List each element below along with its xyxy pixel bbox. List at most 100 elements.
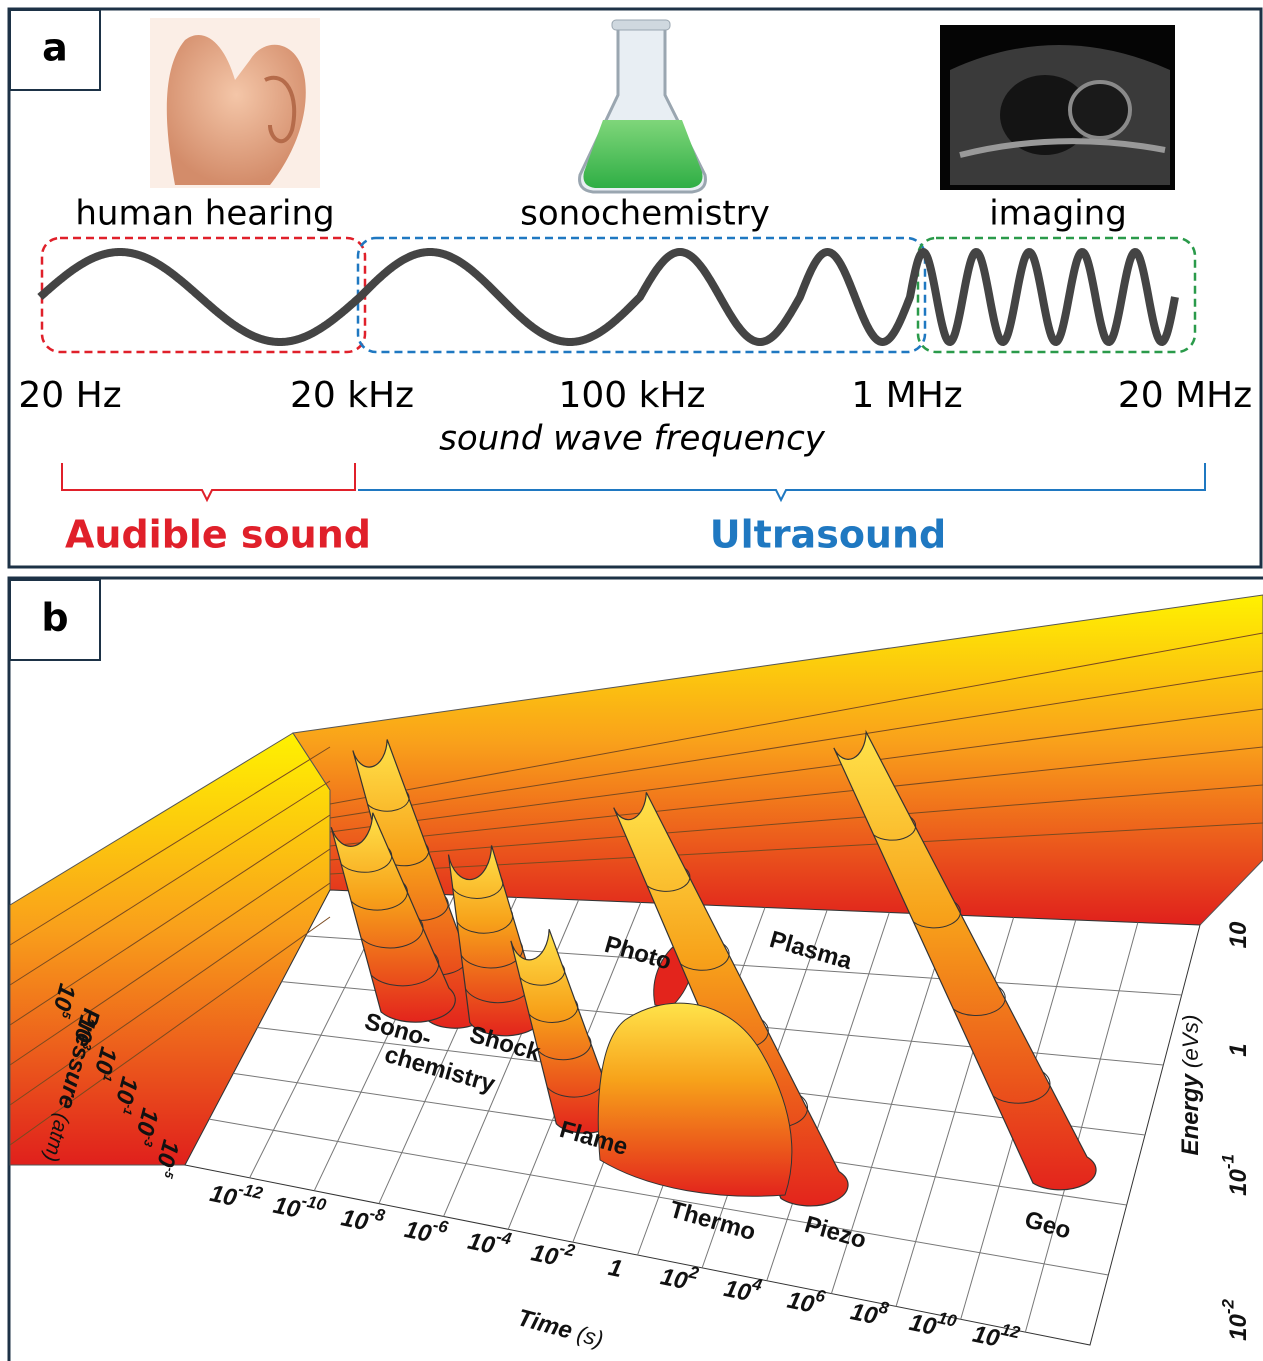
- frequency-label: 1 MHz: [851, 375, 962, 416]
- tick-exp: -2: [558, 1239, 577, 1261]
- tick-label: 102: [658, 1257, 701, 1297]
- contour: [360, 917, 424, 949]
- axis-unit: (s): [574, 1321, 606, 1352]
- tick-exp: -3: [141, 1135, 156, 1149]
- tick-exp: -2: [1219, 1299, 1238, 1315]
- tick-exp: -8: [368, 1204, 387, 1226]
- tick-label: 10-1: [1219, 1154, 1252, 1196]
- contour: [528, 999, 579, 1023]
- tick-exp: -12: [237, 1180, 265, 1204]
- axis-unit: (eVs): [1178, 1015, 1203, 1069]
- contour: [367, 791, 410, 812]
- tick-label: 104: [721, 1269, 764, 1309]
- tick-exp: -5: [161, 1166, 176, 1180]
- tick-base: 10: [658, 1264, 690, 1296]
- axis-title: Time(s): [514, 1304, 606, 1353]
- range-label: Audible sound: [65, 513, 371, 557]
- ultrasound-brace: [358, 463, 1206, 503]
- tick-label: 10-8: [339, 1199, 387, 1240]
- tick-base: 10: [1225, 921, 1252, 948]
- tick-base: 10: [339, 1205, 371, 1237]
- regime-cone: [613, 792, 849, 1207]
- regime-cones: [330, 729, 1097, 1207]
- tick-base: 10: [785, 1287, 817, 1319]
- contour: [350, 882, 408, 911]
- wall-line: [329, 670, 1263, 819]
- tick-exp: 3: [79, 1042, 93, 1052]
- panel-label-box: [9, 579, 101, 661]
- contour: [953, 986, 1006, 1017]
- tick-label: 10-6: [402, 1210, 450, 1251]
- wall-line: [9, 882, 331, 1106]
- tick-base: 10: [465, 1228, 497, 1260]
- imaging-box: [916, 236, 1197, 354]
- icon-caption: human hearing: [75, 194, 334, 234]
- tick-label: 10-12: [207, 1174, 265, 1217]
- sound-wave: [37, 248, 1179, 346]
- tick-base: 10: [970, 1321, 1002, 1353]
- axis-title: Energy (eVs): [1177, 1015, 1204, 1156]
- tick-base: 1: [1225, 1043, 1252, 1056]
- panel-label: a: [42, 26, 68, 70]
- wall-line: [9, 780, 331, 986]
- tick-exp: -4: [494, 1227, 513, 1249]
- tick-label: 10-4: [465, 1222, 513, 1263]
- wall-line: [329, 784, 1263, 861]
- regime-cone: [330, 812, 456, 1023]
- tick-exp: 10: [936, 1309, 959, 1332]
- frequency-label: 20 kHz: [290, 375, 414, 416]
- flask-icon: [578, 19, 707, 194]
- contour: [913, 901, 961, 929]
- wall-line: [9, 848, 331, 1066]
- axis-title-text: Time: [514, 1304, 575, 1344]
- regime-cone: [833, 729, 1097, 1191]
- audible-brace: [61, 463, 356, 503]
- frequency-label: 20 MHz: [1118, 375, 1252, 416]
- tick-label: 1012: [970, 1315, 1022, 1357]
- contour: [537, 1035, 592, 1061]
- contour: [680, 943, 730, 971]
- energy-wall: [292, 594, 1263, 926]
- tick-exp: -10: [300, 1191, 328, 1215]
- tick-base: 10: [529, 1240, 561, 1272]
- range-label: Ultrasound: [710, 513, 946, 557]
- tick-label: 10-10: [271, 1186, 329, 1229]
- frequency-label: 20 Hz: [18, 375, 121, 416]
- tick-base: 10: [271, 1192, 303, 1224]
- hearing-icon: [150, 18, 320, 188]
- tick-label: 10-2: [529, 1234, 577, 1275]
- contour: [873, 816, 917, 841]
- tick-exp: -1: [120, 1103, 135, 1116]
- wall-line: [9, 746, 331, 946]
- panel-b-frame: [7, 576, 1263, 1361]
- panel-label-box: [9, 9, 101, 91]
- wall-line: [329, 822, 1263, 875]
- tick-exp: 4: [750, 1274, 765, 1295]
- contour: [456, 910, 514, 934]
- axis-title-text: Energy: [1177, 1072, 1204, 1155]
- panel-label: b: [41, 596, 68, 640]
- tick-base: 10: [721, 1275, 753, 1307]
- contour: [370, 952, 440, 987]
- contour: [452, 877, 504, 899]
- tick-exp: 1: [100, 1073, 114, 1083]
- tick-label: 1: [1225, 1043, 1252, 1056]
- contour: [992, 1071, 1051, 1104]
- regime-cone: [597, 1002, 793, 1197]
- icon-caption: sonochemistry: [520, 194, 770, 234]
- contour: [460, 942, 523, 969]
- wall-line: [9, 814, 331, 1026]
- wall-line: [9, 916, 331, 1146]
- frequency-label: 100 kHz: [559, 375, 706, 416]
- tick-base: 10: [1225, 1169, 1252, 1196]
- wall-line: [329, 746, 1263, 847]
- panel-a-frame: [7, 7, 1263, 569]
- tick-base: 10: [1225, 1314, 1252, 1341]
- wall-line: [329, 708, 1263, 833]
- tick-exp: 12: [999, 1320, 1022, 1343]
- contour: [519, 964, 566, 986]
- tick-base: 1: [606, 1254, 625, 1283]
- tick-exp: 5: [59, 1010, 73, 1020]
- tick-label: 10: [1225, 921, 1252, 948]
